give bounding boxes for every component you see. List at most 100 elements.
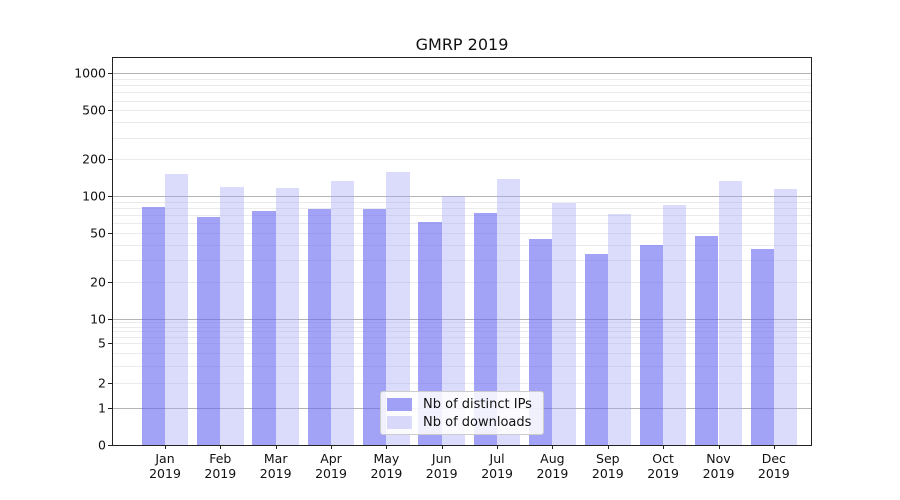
- y-tick-label: 10: [90, 311, 106, 327]
- bar-nb-of-distinct-ips-jan-2019: [141, 206, 165, 445]
- x-tick-label: Aug 2019: [536, 451, 569, 481]
- gridline-minor: [113, 336, 811, 338]
- gridline-minor: [113, 244, 811, 246]
- x-tick-mark: [275, 445, 277, 449]
- x-tick-label: May 2019: [370, 451, 403, 481]
- bar-nb-of-distinct-ips-nov-2019: [695, 236, 719, 445]
- x-tick-label: Feb 2019: [204, 451, 237, 481]
- x-tick-label: Dec 2019: [757, 451, 790, 481]
- gridline-minor: [113, 100, 811, 102]
- x-tick-label: Jul 2019: [481, 451, 513, 481]
- x-tick-mark: [718, 445, 720, 449]
- y-tick-mark: [108, 232, 112, 234]
- gridline-major: [113, 73, 811, 75]
- bar-nb-of-downloads-aug-2019: [552, 202, 576, 445]
- y-tick-mark: [108, 159, 112, 161]
- x-tick-label: Oct 2019: [647, 451, 679, 481]
- y-tick-label: 50: [90, 225, 106, 241]
- bar-nb-of-downloads-feb-2019: [220, 186, 244, 445]
- gridline-minor: [113, 207, 811, 209]
- y-tick-label: 100: [82, 188, 106, 204]
- x-tick-mark: [552, 445, 554, 449]
- bar-nb-of-distinct-ips-dec-2019: [750, 249, 774, 445]
- gridline-minor: [113, 85, 811, 87]
- y-tick-mark: [108, 318, 112, 320]
- x-tick-mark: [441, 445, 443, 449]
- x-tick-mark: [386, 445, 388, 449]
- y-tick-label: 20: [90, 274, 106, 290]
- bar-nb-of-distinct-ips-jul-2019: [473, 212, 498, 445]
- x-tick-label: Nov 2019: [702, 451, 735, 481]
- gridline-major: [113, 318, 811, 320]
- legend-swatch-distinct-ips: [387, 397, 412, 411]
- bar-nb-of-downloads-mar-2019: [275, 187, 299, 445]
- y-tick-label: 0: [98, 437, 106, 453]
- legend-item-distinct-ips: Nb of distinct IPs: [387, 397, 543, 412]
- bar-nb-of-distinct-ips-mar-2019: [252, 211, 276, 445]
- gridline-minor: [113, 78, 811, 80]
- bar-nb-of-downloads-jul-2019: [497, 178, 521, 445]
- x-tick-mark: [165, 445, 166, 449]
- y-tick-label: 200: [82, 151, 106, 167]
- y-tick-label: 500: [82, 102, 106, 118]
- legend-swatch-downloads: [387, 415, 412, 429]
- x-tick-mark: [220, 445, 222, 449]
- gridline-major: [113, 196, 811, 197]
- bar-nb-of-downloads-jun-2019: [441, 196, 465, 445]
- legend: Nb of distinct IPs Nb of downloads: [380, 391, 544, 435]
- gridline-minor: [113, 232, 811, 234]
- gridline-minor: [113, 110, 811, 112]
- gridline-minor: [113, 326, 811, 328]
- gridline-minor: [113, 331, 811, 333]
- x-tick-mark: [331, 445, 332, 449]
- bar-nb-of-downloads-oct-2019: [663, 205, 687, 445]
- x-tick-label: Jun 2019: [425, 451, 458, 481]
- gridline-minor: [113, 215, 811, 216]
- y-tick-mark: [108, 343, 112, 345]
- y-tick-mark: [108, 196, 112, 197]
- bar-nb-of-downloads-apr-2019: [331, 181, 355, 445]
- bar-nb-of-distinct-ips-feb-2019: [197, 217, 221, 445]
- gridline-minor: [113, 92, 811, 94]
- bar-nb-of-distinct-ips-oct-2019: [639, 244, 664, 445]
- legend-label-distinct-ips: Nb of distinct IPs: [423, 396, 532, 412]
- bar-nb-of-distinct-ips-jun-2019: [418, 222, 442, 445]
- gridline-minor: [113, 281, 811, 283]
- bar-nb-of-downloads-jan-2019: [165, 173, 189, 445]
- chart-title: GMRP 2019: [415, 35, 509, 54]
- gridline-minor: [113, 223, 811, 225]
- gridline-minor: [113, 353, 811, 354]
- gridline-minor: [113, 260, 811, 262]
- bar-nb-of-downloads-dec-2019: [773, 189, 798, 445]
- bar-nb-of-distinct-ips-may-2019: [363, 209, 387, 445]
- gridline-minor: [113, 137, 811, 139]
- x-tick-mark: [607, 445, 609, 449]
- x-tick-mark: [663, 445, 665, 449]
- bar-nb-of-distinct-ips-sep-2019: [584, 253, 608, 445]
- y-tick-mark: [108, 110, 112, 112]
- x-tick-mark: [497, 445, 499, 449]
- x-tick-label: Sep 2019: [591, 451, 624, 481]
- x-tick-mark: [773, 445, 775, 449]
- gridline-minor: [113, 159, 811, 161]
- gridline-minor: [113, 122, 811, 124]
- y-tick-mark: [108, 281, 112, 283]
- legend-label-downloads: Nb of downloads: [423, 414, 532, 430]
- y-tick-mark: [108, 408, 112, 410]
- plot-area: Nb of distinct IPs Nb of downloads: [112, 57, 812, 446]
- gridline-minor: [113, 322, 811, 324]
- bar-nb-of-downloads-may-2019: [386, 171, 410, 445]
- gridline-minor: [113, 201, 811, 203]
- x-tick-label: Mar 2019: [259, 451, 292, 481]
- bar-nb-of-downloads-sep-2019: [607, 213, 632, 445]
- gridline-minor: [113, 343, 811, 345]
- gridline-minor: [113, 365, 811, 367]
- gridline-minor: [113, 383, 811, 385]
- x-tick-label: Jan 2019: [149, 451, 181, 481]
- bar-nb-of-distinct-ips-apr-2019: [307, 209, 331, 445]
- bar-nb-of-downloads-nov-2019: [718, 181, 742, 445]
- y-tick-mark: [108, 383, 112, 385]
- legend-item-downloads: Nb of downloads: [387, 415, 543, 430]
- y-tick-label: 5: [98, 335, 106, 351]
